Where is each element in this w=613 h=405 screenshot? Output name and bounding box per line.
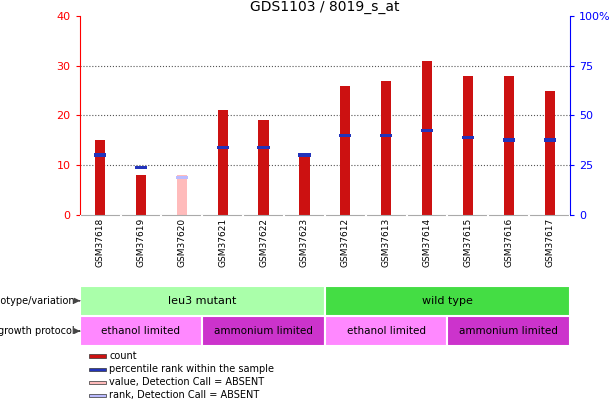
Bar xyxy=(176,176,188,179)
Text: wild type: wild type xyxy=(422,296,473,306)
Bar xyxy=(380,134,392,137)
Bar xyxy=(89,354,105,358)
Bar xyxy=(135,166,147,169)
Text: GSM37622: GSM37622 xyxy=(259,218,268,267)
Bar xyxy=(544,91,555,215)
Bar xyxy=(95,140,105,215)
Bar xyxy=(462,136,474,139)
Text: leu3 mutant: leu3 mutant xyxy=(168,296,237,306)
Bar xyxy=(421,128,433,132)
Bar xyxy=(89,394,105,397)
Text: genotype/variation: genotype/variation xyxy=(0,296,75,306)
Bar xyxy=(299,155,310,215)
Bar xyxy=(339,134,351,137)
Bar xyxy=(177,175,187,215)
Text: ammonium limited: ammonium limited xyxy=(459,326,558,336)
Text: rank, Detection Call = ABSENT: rank, Detection Call = ABSENT xyxy=(109,390,259,401)
Text: GSM37621: GSM37621 xyxy=(218,218,227,267)
Text: GSM37615: GSM37615 xyxy=(463,218,473,267)
Text: GSM37619: GSM37619 xyxy=(137,218,145,267)
Bar xyxy=(89,368,105,371)
Bar xyxy=(89,381,105,384)
Bar xyxy=(80,316,202,346)
Bar xyxy=(299,153,311,157)
Text: GSM37620: GSM37620 xyxy=(177,218,186,267)
Text: GSM37614: GSM37614 xyxy=(422,218,432,267)
Text: growth protocol: growth protocol xyxy=(0,326,75,336)
Text: GSM37616: GSM37616 xyxy=(504,218,513,267)
Bar xyxy=(216,146,229,149)
Bar xyxy=(381,81,391,215)
Text: GSM37623: GSM37623 xyxy=(300,218,309,267)
Text: count: count xyxy=(109,351,137,361)
Bar xyxy=(80,286,325,316)
Text: ethanol limited: ethanol limited xyxy=(102,326,180,336)
Bar xyxy=(422,61,432,215)
Bar xyxy=(447,316,570,346)
Bar xyxy=(94,153,106,157)
Text: GSM37617: GSM37617 xyxy=(545,218,554,267)
Bar xyxy=(340,85,351,215)
Bar xyxy=(325,286,570,316)
Bar xyxy=(504,76,514,215)
Bar xyxy=(325,316,447,346)
Text: ammonium limited: ammonium limited xyxy=(214,326,313,336)
Text: percentile rank within the sample: percentile rank within the sample xyxy=(109,364,274,374)
Bar xyxy=(136,175,146,215)
Bar xyxy=(259,120,268,215)
Text: ethanol limited: ethanol limited xyxy=(347,326,425,336)
Title: GDS1103 / 8019_s_at: GDS1103 / 8019_s_at xyxy=(250,0,400,14)
Bar xyxy=(503,139,515,142)
Bar xyxy=(544,139,556,142)
Text: GSM37618: GSM37618 xyxy=(96,218,105,267)
Bar xyxy=(257,146,270,149)
Text: GSM37613: GSM37613 xyxy=(382,218,390,267)
Bar xyxy=(218,111,228,215)
Bar xyxy=(202,316,325,346)
Bar xyxy=(463,76,473,215)
Text: value, Detection Call = ABSENT: value, Detection Call = ABSENT xyxy=(109,377,264,387)
Text: GSM37612: GSM37612 xyxy=(341,218,350,267)
